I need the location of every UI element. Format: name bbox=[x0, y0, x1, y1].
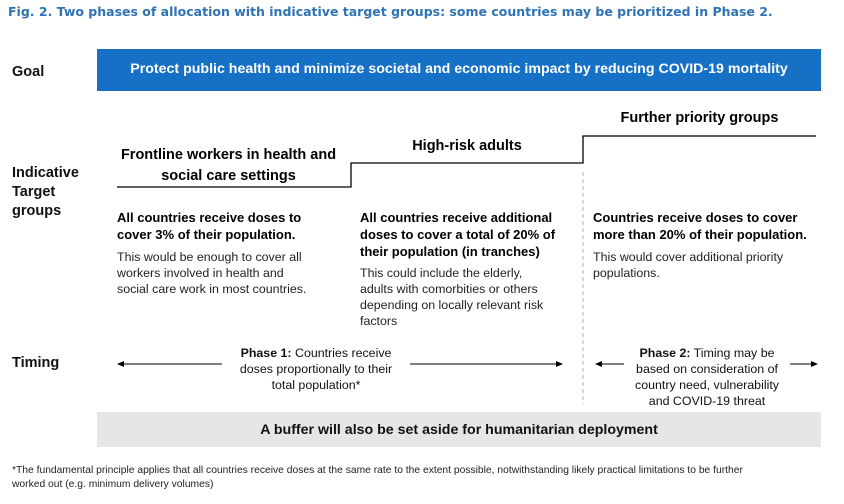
phase2-arrowhead-left bbox=[595, 361, 602, 367]
target-groups-label: Indicative Target groups bbox=[12, 165, 79, 219]
goal-text: Protect public health and minimize socie… bbox=[130, 61, 788, 77]
phase1-label: Phase 1: bbox=[240, 346, 292, 360]
phase2-label: Phase 2: bbox=[639, 346, 691, 360]
figure-title: Fig. 2. Two phases of allocation with in… bbox=[8, 4, 773, 19]
phase1-arrowhead-right bbox=[556, 361, 563, 367]
goal-bar: Protect public health and minimize socie… bbox=[97, 49, 821, 91]
phase1-arrowhead-left bbox=[117, 361, 124, 367]
buffer-text: A buffer will also be set aside for huma… bbox=[260, 422, 658, 438]
phase1-text: Phase 1: Countries receive doses proport… bbox=[239, 346, 393, 392]
staircase-line bbox=[117, 135, 816, 188]
group1-description: All countries receive doses to cover 3% … bbox=[117, 210, 307, 296]
timing-label: Timing bbox=[12, 355, 60, 371]
group3-heading: Further priority groups bbox=[620, 110, 779, 126]
buffer-bar: A buffer will also be set aside for huma… bbox=[97, 412, 821, 447]
group1-heading: Frontline workers in health and social c… bbox=[120, 147, 337, 184]
phase2-arrowhead-right bbox=[811, 361, 818, 367]
goal-label: Goal bbox=[12, 64, 45, 80]
footnote: *The fundamental principle applies that … bbox=[12, 465, 743, 490]
group2-description: All countries receive additional doses t… bbox=[360, 210, 556, 328]
group2-heading: High-risk adults bbox=[412, 138, 522, 154]
phase2-text: Phase 2: Timing may be based on consider… bbox=[635, 346, 779, 408]
group3-description: Countries receive doses to cover more th… bbox=[593, 210, 807, 280]
